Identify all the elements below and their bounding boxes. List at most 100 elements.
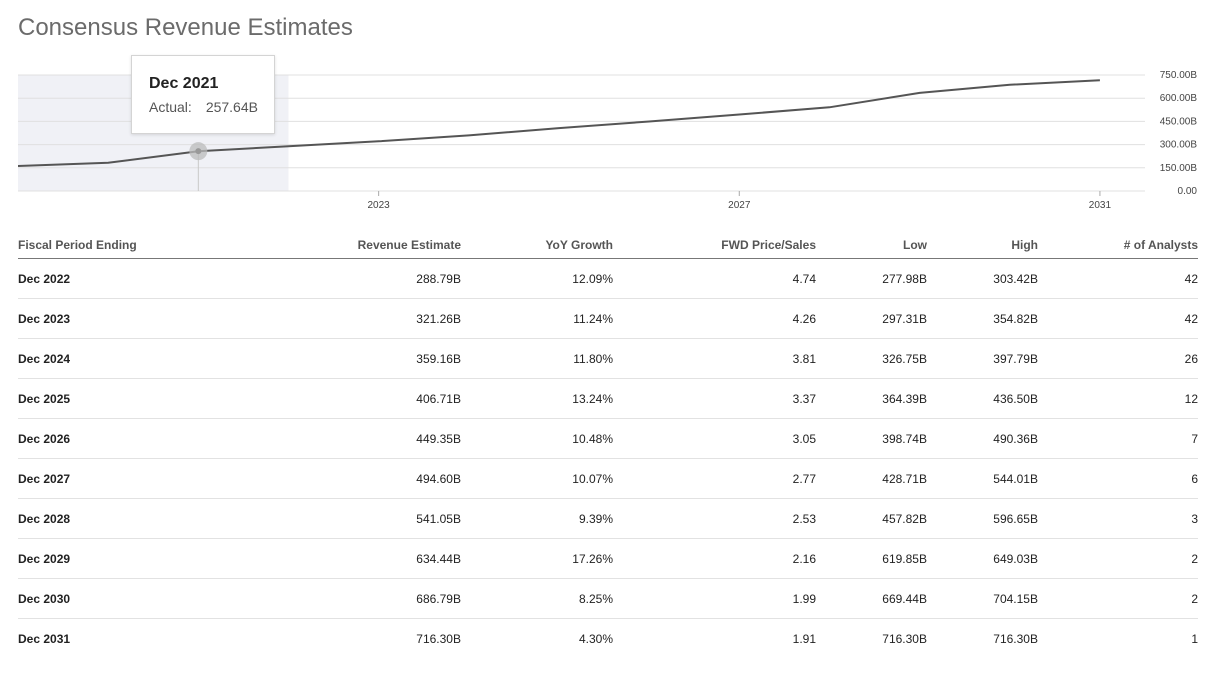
cell-analysts: 42 — [1038, 258, 1198, 299]
column-header-high[interactable]: High — [927, 232, 1038, 259]
column-header-price-sales[interactable]: FWD Price/Sales — [613, 232, 816, 259]
cell-low: 619.85B — [816, 538, 927, 579]
cell-yoy-growth: 17.26% — [461, 538, 613, 579]
y-tick-label: 750.00B — [1160, 70, 1198, 81]
column-header-revenue[interactable]: Revenue Estimate — [268, 232, 461, 259]
cell-high: 596.65B — [927, 498, 1038, 539]
cell-yoy-growth: 11.24% — [461, 298, 613, 339]
cell-period: Dec 2029 — [18, 538, 268, 579]
cell-price-sales: 1.91 — [792, 631, 816, 646]
y-tick-label: 300.00B — [1160, 140, 1198, 151]
cell-yoy-growth: 12.09% — [461, 258, 613, 299]
cell-low: 297.31B — [816, 298, 927, 339]
cell-price-sales: 2.53 — [613, 498, 816, 539]
cell-analysts: 1 — [1191, 631, 1198, 646]
table-header-row: Fiscal Period Ending Revenue Estimate Yo… — [18, 232, 1198, 259]
cell-high: 544.01B — [927, 458, 1038, 499]
cell-period: Dec 2025 — [18, 378, 268, 419]
cell-low: 669.44B — [816, 578, 927, 619]
cell-revenue-estimate: 494.60B — [268, 458, 461, 499]
table-row: Dec 2025 406.71B 13.24% 3.37 364.39B 436.50B 1… — [18, 378, 1198, 419]
cell-low: 398.74B — [816, 418, 927, 459]
cell-yoy-growth: 10.48% — [461, 418, 613, 459]
cell-period: Dec 2023 — [18, 298, 268, 339]
cell-analysts: 26 — [1038, 338, 1198, 379]
cell-yoy-growth: 4.30% — [578, 631, 613, 646]
table-row: Dec 2030 686.79B 8.25% 1.99 669.44B 704.15B 2 — [18, 578, 1198, 619]
highlight-point — [195, 148, 202, 155]
x-tick-label: 2031 — [1089, 200, 1112, 211]
y-tick-label: 450.00B — [1160, 116, 1198, 127]
cell-analysts: 3 — [1038, 498, 1198, 539]
cell-high: 704.15B — [927, 578, 1038, 619]
tooltip-value: 257.64B — [205, 99, 258, 115]
cell-price-sales: 2.77 — [613, 458, 816, 499]
cell-revenue-estimate: 541.05B — [268, 498, 461, 539]
cell-low: 716.30B — [882, 631, 927, 646]
table-row: Dec 2024 359.16B 11.80% 3.81 326.75B 397.79B 2… — [18, 338, 1198, 379]
cell-low: 277.98B — [816, 258, 927, 299]
page-title: Consensus Revenue Estimates — [18, 14, 353, 41]
cell-high: 436.50B — [927, 378, 1038, 419]
cell-analysts: 6 — [1038, 458, 1198, 499]
cell-analysts: 12 — [1038, 378, 1198, 419]
cell-revenue-estimate: 406.71B — [268, 378, 461, 419]
table-row: Dec 2031 716.30B 4.30% 1.91 716.30B 716.30B 1 — [18, 619, 1198, 659]
cell-high: 397.79B — [927, 338, 1038, 379]
cell-high: 716.30B — [993, 631, 1038, 646]
cell-yoy-growth: 8.25% — [461, 578, 613, 619]
cell-period: Dec 2022 — [18, 258, 268, 299]
cell-analysts: 2 — [1038, 538, 1198, 579]
cell-analysts: 7 — [1038, 418, 1198, 459]
cell-price-sales: 4.74 — [613, 258, 816, 299]
cell-high: 649.03B — [927, 538, 1038, 579]
chart-tooltip: Dec 2021 Actual: 257.64B — [131, 55, 275, 134]
x-tick-label: 2023 — [368, 200, 391, 211]
column-header-analysts[interactable]: # of Analysts — [1038, 232, 1198, 259]
cell-price-sales: 1.99 — [613, 578, 816, 619]
cell-low: 364.39B — [816, 378, 927, 419]
cell-price-sales: 3.37 — [613, 378, 816, 419]
cell-yoy-growth: 13.24% — [461, 378, 613, 419]
cell-yoy-growth: 11.80% — [461, 338, 613, 379]
cell-yoy-growth: 10.07% — [461, 458, 613, 499]
y-tick-label: 150.00B — [1160, 163, 1198, 174]
cell-revenue-estimate: 634.44B — [268, 538, 461, 579]
cell-period: Dec 2028 — [18, 498, 268, 539]
cell-revenue-estimate: 716.30B — [416, 631, 461, 646]
cell-yoy-growth: 9.39% — [461, 498, 613, 539]
x-tick-label: 2027 — [728, 200, 751, 211]
estimates-table: Fiscal Period Ending Revenue Estimate Yo… — [18, 232, 1198, 658]
cell-revenue-estimate: 359.16B — [268, 338, 461, 379]
cell-analysts: 2 — [1038, 578, 1198, 619]
column-header-period[interactable]: Fiscal Period Ending — [18, 232, 268, 259]
cell-period: Dec 2030 — [18, 578, 268, 619]
cell-price-sales: 3.05 — [613, 418, 816, 459]
table-row: Dec 2022 288.79B 12.09% 4.74 277.98B 303.42B 4… — [18, 258, 1198, 299]
tooltip-actual: Actual: 257.64B — [149, 99, 258, 115]
cell-analysts: 42 — [1038, 298, 1198, 339]
table-row: Dec 2029 634.44B 17.26% 2.16 619.85B 649.03B 2 — [18, 538, 1198, 579]
cell-revenue-estimate: 449.35B — [268, 418, 461, 459]
table-row: Dec 2026 449.35B 10.48% 3.05 398.74B 490.36B 7 — [18, 418, 1198, 459]
cell-period: Dec 2027 — [18, 458, 268, 499]
cell-revenue-estimate: 686.79B — [268, 578, 461, 619]
table-row: Dec 2027 494.60B 10.07% 2.77 428.71B 544.01B 6 — [18, 458, 1198, 499]
cell-price-sales: 4.26 — [613, 298, 816, 339]
cell-low: 326.75B — [816, 338, 927, 379]
column-header-low[interactable]: Low — [816, 232, 927, 259]
y-tick-label: 0.00 — [1178, 186, 1198, 197]
cell-price-sales: 3.81 — [613, 338, 816, 379]
cell-revenue-estimate: 288.79B — [268, 258, 461, 299]
cell-period: Dec 2031 — [18, 631, 71, 646]
table-row: Dec 2028 541.05B 9.39% 2.53 457.82B 596.65B 3 — [18, 498, 1198, 539]
cell-price-sales: 2.16 — [613, 538, 816, 579]
column-header-yoy[interactable]: YoY Growth — [461, 232, 613, 259]
cell-high: 303.42B — [927, 258, 1038, 299]
cell-period: Dec 2026 — [18, 418, 268, 459]
cell-high: 490.36B — [927, 418, 1038, 459]
tooltip-title: Dec 2021 — [149, 75, 219, 92]
table-row: Dec 2023 321.26B 11.24% 4.26 297.31B 354.82B 4… — [18, 298, 1198, 339]
tooltip-label: Actual: — [149, 99, 192, 115]
cell-period: Dec 2024 — [18, 338, 268, 379]
